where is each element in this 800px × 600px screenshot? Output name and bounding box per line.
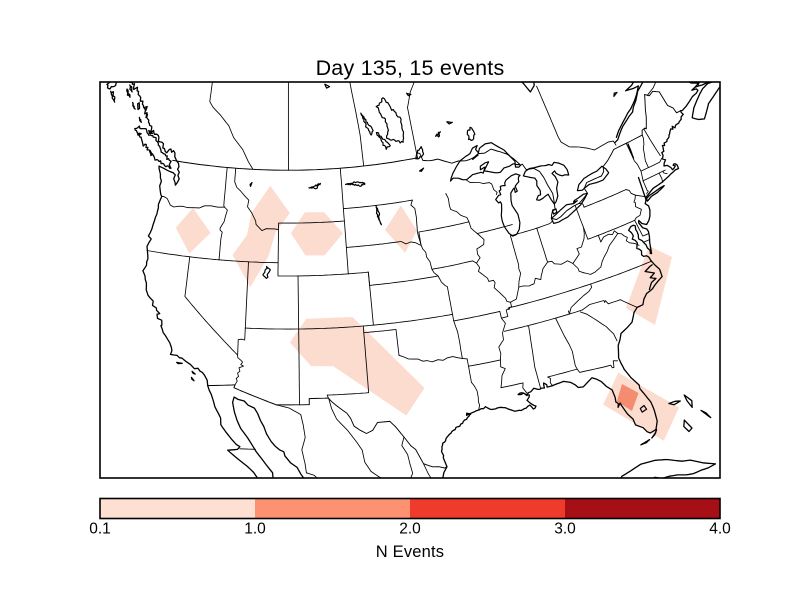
svg-text:3.0: 3.0 <box>554 521 576 538</box>
svg-text:N Events: N Events <box>376 543 445 561</box>
svg-text:2.0: 2.0 <box>399 521 421 538</box>
svg-text:Day 135, 15 events: Day 135, 15 events <box>316 56 505 80</box>
svg-text:0.1: 0.1 <box>89 521 111 538</box>
svg-text:1.0: 1.0 <box>244 521 266 538</box>
svg-text:4.0: 4.0 <box>709 521 731 538</box>
